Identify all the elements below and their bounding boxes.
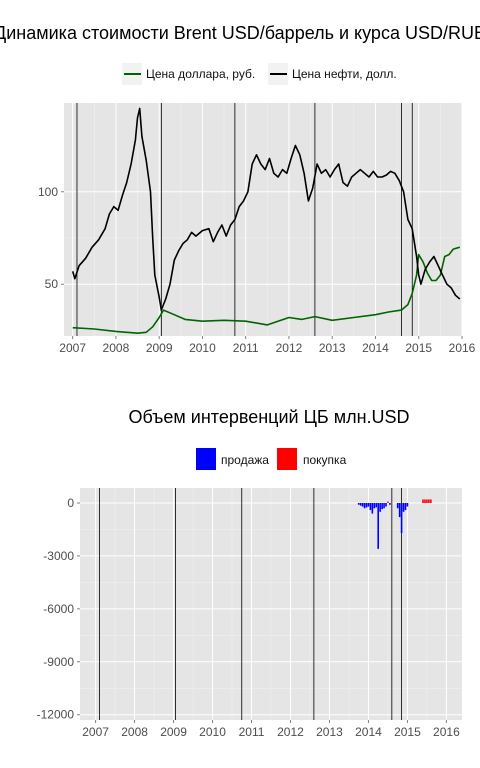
sale-bar <box>366 503 368 507</box>
sale-bar <box>407 503 409 507</box>
sale-bar <box>385 503 387 507</box>
sale-bar <box>372 503 374 514</box>
legend-label-purchase: покупка <box>303 453 347 467</box>
x-tick-label: 2009 <box>160 725 187 739</box>
sale-bar <box>389 503 391 505</box>
sale-bar <box>397 503 399 508</box>
purchase-bar <box>426 499 428 503</box>
legend-key-sale <box>196 448 216 470</box>
sale-bar <box>360 503 362 506</box>
sale-bar <box>399 503 401 517</box>
x-tick-label: 2016 <box>449 341 476 355</box>
x-tick-label: 2010 <box>199 725 226 739</box>
chart2-y-axis: 0 -3000 -6000 -9000 -12000 <box>37 496 80 722</box>
sale-bar <box>377 503 379 549</box>
oil-usd-chart: Динамика стоимости Brent USD/баррель и к… <box>0 23 480 355</box>
y-tick-label: 50 <box>45 277 59 291</box>
sale-bar <box>373 503 375 508</box>
legend-label-oil: Цена нефти, долл. <box>292 67 397 81</box>
chart2-x-axis: 2007 2008 2009 2010 2011 2012 2013 2014 2015 2016 <box>82 720 460 739</box>
y-tick-label: -6000 <box>43 602 74 616</box>
sale-bar <box>375 503 377 507</box>
purchase-bar <box>430 499 432 503</box>
sale-bar <box>379 503 381 512</box>
x-tick-label: 2014 <box>362 341 389 355</box>
x-tick-label: 2011 <box>233 341 259 355</box>
x-tick-label: 2007 <box>59 341 86 355</box>
interventions-chart: Объем интервенций ЦБ млн.USD продажа пок… <box>37 407 462 739</box>
y-tick-label: 0 <box>67 496 74 510</box>
x-tick-label: 2008 <box>103 341 130 355</box>
y-tick-label: -3000 <box>43 549 74 563</box>
x-tick-label: 2007 <box>82 725 109 739</box>
y-tick-label: -12000 <box>37 708 75 722</box>
x-tick-label: 2015 <box>394 725 421 739</box>
chart1-y-axis: 50 100 <box>38 185 64 291</box>
sale-bar <box>381 503 383 509</box>
x-tick-label: 2008 <box>121 725 148 739</box>
y-tick-label: -9000 <box>43 655 74 669</box>
chart1-x-axis: 2007 2008 2009 2010 2011 2012 2013 2014 2015 2016 <box>59 336 475 355</box>
sale-bar <box>364 503 366 508</box>
y-tick-label: 100 <box>38 185 58 199</box>
chart2-title: Объем интервенций ЦБ млн.USD <box>128 407 409 427</box>
purchase-bar <box>387 502 389 503</box>
sale-bar <box>403 503 405 512</box>
sale-bar <box>405 503 407 510</box>
sale-bar <box>383 503 385 508</box>
x-tick-label: 2012 <box>276 341 303 355</box>
chart1-legend: Цена доллара, руб. Цена нефти, долл. <box>122 63 397 85</box>
sale-bar <box>362 503 364 507</box>
sale-bar <box>358 503 360 505</box>
chart2-legend: продажа покупка <box>196 448 347 470</box>
x-tick-label: 2014 <box>355 725 382 739</box>
x-tick-label: 2011 <box>239 725 265 739</box>
chart1-plot-panel <box>64 103 462 336</box>
x-tick-label: 2010 <box>189 341 216 355</box>
x-tick-label: 2015 <box>405 341 432 355</box>
legend-key-purchase <box>277 448 297 470</box>
x-tick-label: 2016 <box>433 725 460 739</box>
purchase-bar <box>422 499 424 503</box>
purchase-bar <box>428 499 430 503</box>
sale-bar <box>370 503 372 510</box>
x-tick-label: 2012 <box>277 725 304 739</box>
chart1-title: Динамика стоимости Brent USD/баррель и к… <box>0 23 480 43</box>
sale-bar <box>401 503 403 533</box>
purchase-bar <box>424 499 426 503</box>
sale-bar <box>368 503 370 507</box>
x-tick-label: 2013 <box>319 341 346 355</box>
x-tick-label: 2013 <box>316 725 343 739</box>
legend-label-usd: Цена доллара, руб. <box>146 67 255 81</box>
x-tick-label: 2009 <box>146 341 173 355</box>
legend-label-sale: продажа <box>221 453 269 467</box>
